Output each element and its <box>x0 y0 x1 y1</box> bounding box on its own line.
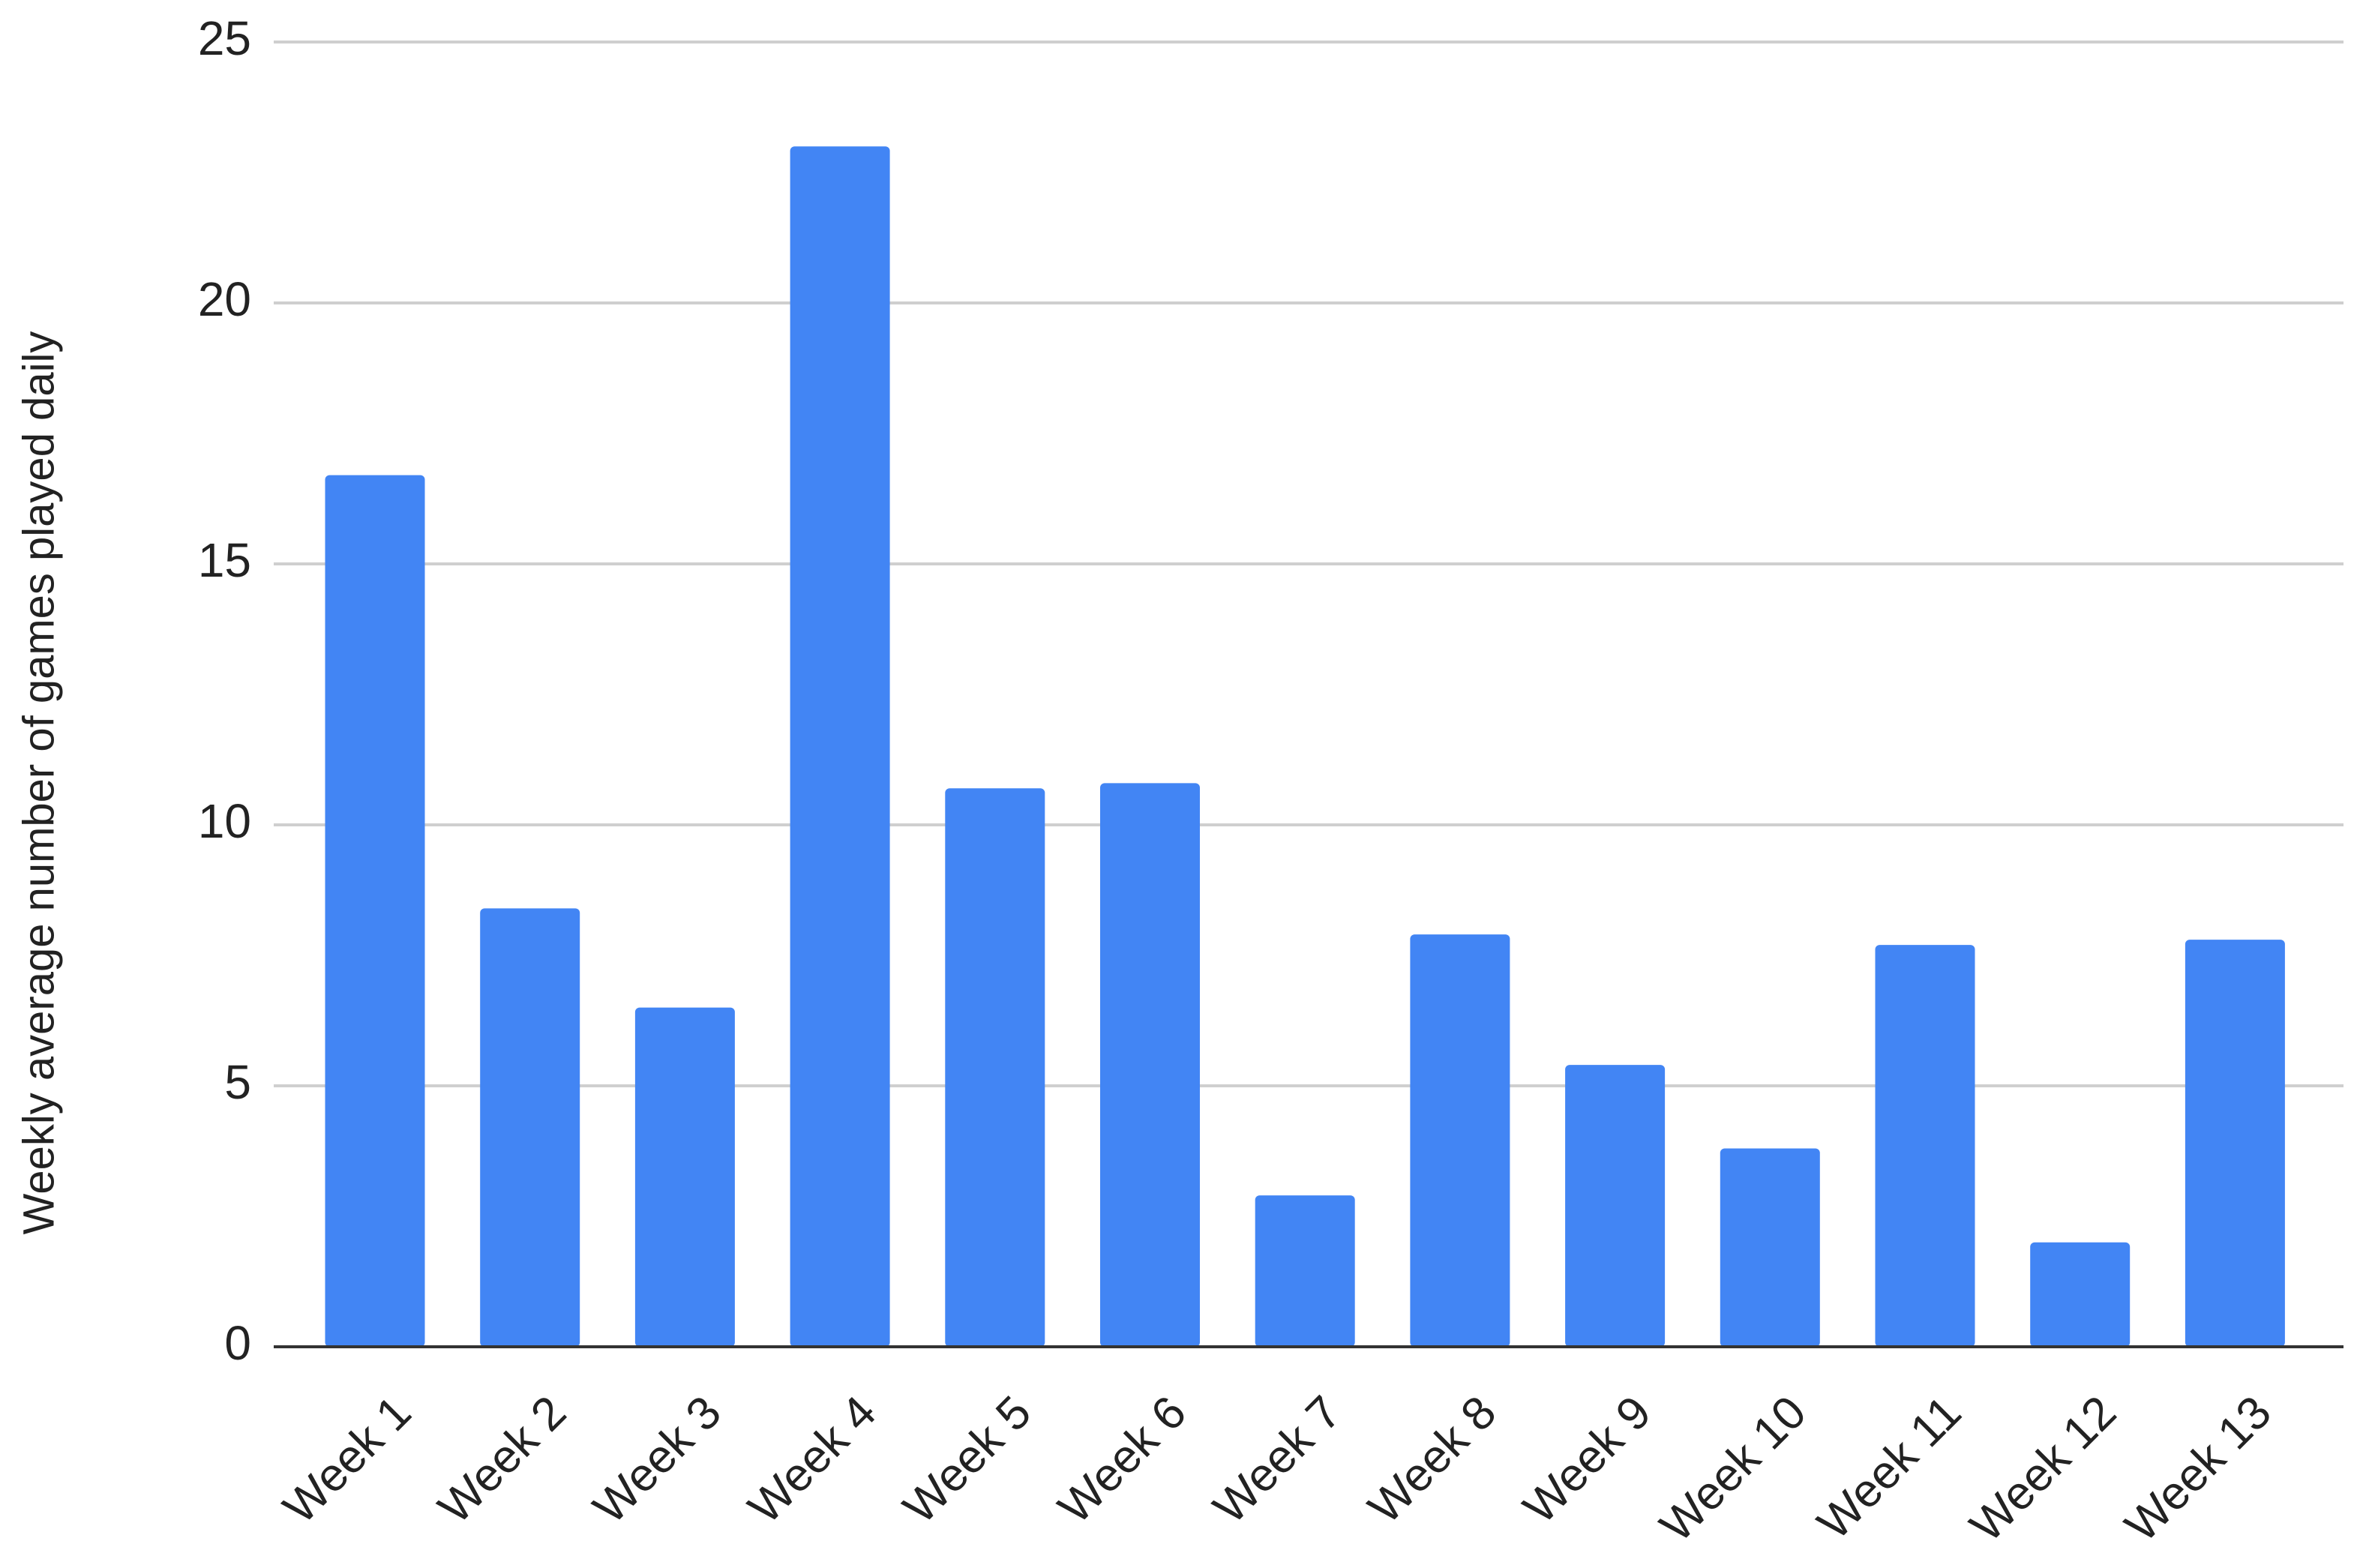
bar <box>1255 1195 1355 1347</box>
x-tick-label: Week 9 <box>1513 1387 1661 1534</box>
bar <box>2030 1242 2131 1347</box>
x-tick-label: Week 7 <box>1204 1387 1351 1534</box>
x-tick-label: Week 10 <box>1651 1387 1816 1552</box>
y-axis-label: Weekly average number of games played da… <box>14 331 63 1235</box>
y-tick-label: 15 <box>198 533 251 587</box>
y-tick-label: 0 <box>224 1316 251 1370</box>
x-tick-label: Week 2 <box>429 1387 577 1534</box>
x-tick-label: Week 1 <box>274 1387 421 1534</box>
bar <box>790 146 890 1348</box>
y-tick-label: 5 <box>224 1055 251 1109</box>
x-tick-label: Week 6 <box>1048 1387 1196 1534</box>
bar <box>634 1007 735 1347</box>
bar <box>1875 945 1975 1347</box>
bar <box>2185 940 2285 1347</box>
x-tick-label: Week 11 <box>1808 1387 1972 1550</box>
bar <box>1410 934 1510 1347</box>
bar <box>480 908 580 1347</box>
y-tick-label: 25 <box>198 11 251 65</box>
x-tick-label: Week 3 <box>583 1387 731 1534</box>
x-tick-label: Week 8 <box>1359 1387 1507 1534</box>
bar <box>945 788 1045 1347</box>
bar <box>325 475 425 1348</box>
bar <box>1100 783 1200 1347</box>
x-tick-label: Week 4 <box>739 1387 886 1534</box>
bar <box>1565 1065 1666 1347</box>
x-tick-label: Week 5 <box>894 1387 1042 1534</box>
bar <box>1720 1148 1820 1347</box>
x-tick-label: Week 13 <box>2116 1387 2281 1552</box>
y-tick-label: 10 <box>198 794 251 848</box>
x-tick-label: Week 12 <box>1960 1387 2126 1552</box>
y-tick-label: 20 <box>198 272 251 326</box>
